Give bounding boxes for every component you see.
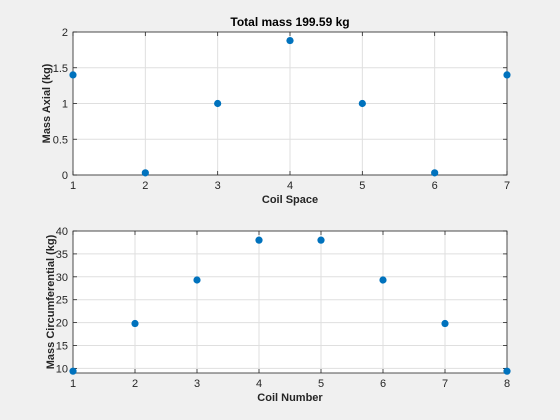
data-point — [131, 319, 139, 328]
axes-box — [72, 230, 508, 374]
data-point — [317, 236, 325, 244]
x-tick-label: 5 — [359, 180, 365, 192]
subplot-bottom: 1 2 3 4 5 6 7 8 10 15 20 25 30 35 40 Coil Number Mass Ci… — [45, 226, 511, 404]
x-tick-label: 7 — [504, 180, 510, 192]
x-tick-label: 4 — [287, 180, 293, 192]
x-tick-label: 8 — [504, 378, 510, 390]
data-point — [503, 71, 511, 79]
y-tick-label: 1.5 — [53, 63, 68, 75]
chart-title: Total mass 199.59 kg — [230, 15, 349, 29]
y-tick-label: 15 — [56, 341, 68, 353]
data-point — [431, 169, 439, 177]
data-point — [255, 236, 263, 244]
data-point — [358, 99, 366, 108]
x-tick-label: 2 — [132, 378, 138, 390]
y-tick-label: 30 — [56, 272, 68, 284]
data-point — [379, 276, 387, 284]
y-tick-label: 2 — [62, 27, 68, 39]
y-tick-label: 0.5 — [53, 134, 68, 146]
data-point — [69, 71, 77, 79]
data-point — [193, 276, 201, 284]
data-point — [69, 367, 77, 375]
x-axis-label: Coil Number — [257, 392, 323, 404]
x-tick-label: 1 — [70, 378, 76, 390]
data-point — [286, 36, 294, 45]
x-tick-label: 2 — [142, 180, 148, 192]
data-point — [214, 99, 222, 108]
y-tick-label: 35 — [56, 249, 68, 261]
x-tick-label: 7 — [442, 378, 448, 390]
data-point — [503, 367, 511, 375]
subplot-top: 1 2 3 4 5 6 7 0 0.5 1 1.5 2 Coil Space Mass Axial (kg… — [41, 15, 511, 206]
y-tick-label: 40 — [56, 226, 68, 238]
x-tick-label: 3 — [215, 180, 221, 192]
y-tick-label: 0 — [62, 170, 68, 182]
data-point — [141, 169, 149, 177]
y-tick-label: 10 — [56, 363, 68, 375]
plot-area — [73, 231, 507, 373]
y-tick-label: 25 — [56, 295, 68, 307]
x-tick-label: 1 — [70, 180, 76, 192]
x-tick-label: 6 — [432, 180, 438, 192]
y-tick-label: 1 — [62, 99, 68, 111]
x-tick-label: 6 — [380, 378, 386, 390]
x-axis-label: Coil Space — [262, 194, 318, 206]
data-point — [441, 319, 449, 328]
x-tick-label: 4 — [256, 378, 262, 390]
x-tick-label: 5 — [318, 378, 324, 390]
y-tick-label: 20 — [56, 318, 68, 330]
x-tick-label: 3 — [194, 378, 200, 390]
y-axis-label: Mass Axial (kg) — [41, 63, 53, 143]
y-axis-label: Mass Circumferential (kg) — [45, 234, 57, 369]
